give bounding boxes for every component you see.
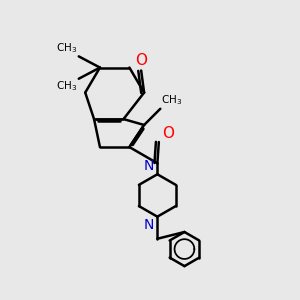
Text: CH$_3$: CH$_3$ xyxy=(56,80,77,93)
Text: CH$_3$: CH$_3$ xyxy=(161,93,183,107)
Text: O: O xyxy=(135,52,147,68)
Text: O: O xyxy=(162,126,174,141)
Text: CH$_3$: CH$_3$ xyxy=(56,42,77,56)
Text: N: N xyxy=(143,218,154,232)
Text: N: N xyxy=(143,159,154,173)
